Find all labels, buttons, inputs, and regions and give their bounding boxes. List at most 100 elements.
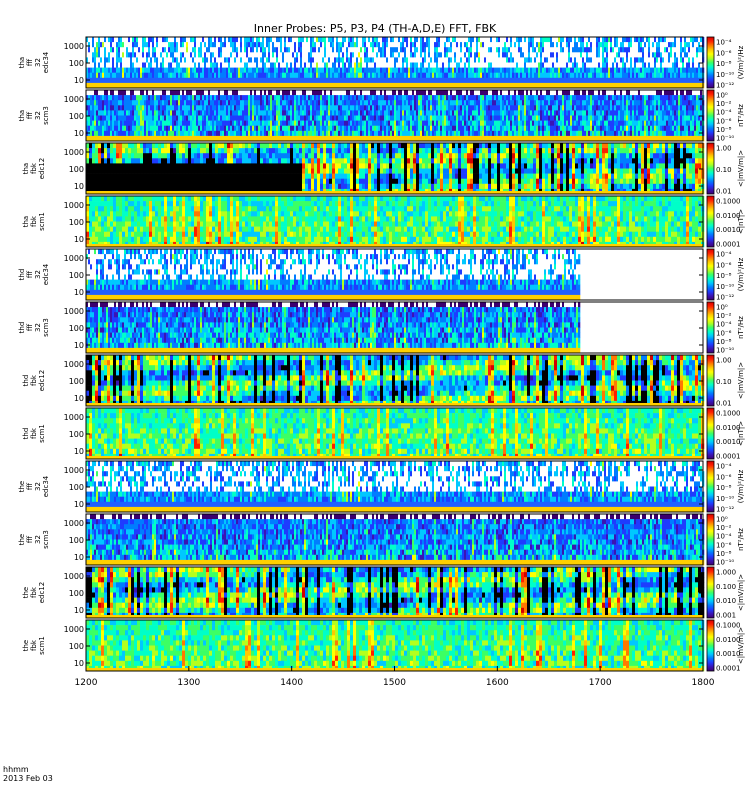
spectrogram-cell (234, 95, 236, 100)
spectrogram-cell (238, 116, 240, 121)
spectrogram-cell (258, 78, 260, 83)
spectrogram-cell (324, 42, 326, 47)
spectrogram-cell (368, 63, 370, 68)
spectrogram-cell (314, 42, 316, 47)
spectrogram-cell (104, 78, 106, 83)
spectrogram-cell (232, 63, 234, 68)
spectrogram-cell (372, 78, 374, 83)
spectrogram-cell (430, 105, 432, 110)
spectrogram-cell (220, 63, 222, 68)
spectrogram-cell (92, 116, 94, 121)
spectrogram-cell (250, 42, 252, 47)
spectrogram-cell (294, 42, 296, 47)
spectrogram-cell (552, 52, 554, 57)
spectrogram-cell (258, 52, 260, 57)
spectrogram-cell (384, 116, 386, 121)
spectrogram-cell (294, 57, 296, 62)
spectrogram-cell (234, 121, 236, 126)
spectrogram-cell (594, 37, 596, 42)
panel-label: 32 (34, 58, 42, 67)
spectrogram-cell (364, 95, 366, 100)
spectrogram-cell (128, 121, 130, 126)
spectrogram-cell (698, 52, 700, 57)
spectrogram-cell (302, 95, 304, 100)
spectrogram-cell (276, 110, 278, 115)
spectrogram-cell (220, 95, 222, 100)
spectrogram-cell (616, 73, 618, 78)
spectrogram-cell (374, 110, 376, 115)
spectrogram-cell (92, 126, 94, 131)
spectrogram-cell (658, 57, 660, 62)
spectrogram-cell (190, 68, 192, 73)
spectrogram-cell (390, 90, 392, 95)
spectrogram-cell (148, 73, 150, 78)
spectrogram-cell (180, 47, 182, 52)
spectrogram-cell (374, 63, 376, 68)
spectrogram-cell (270, 126, 272, 131)
spectrogram-cell (188, 52, 190, 57)
spectrogram-cell (350, 42, 352, 47)
spectrogram-cell (572, 42, 574, 47)
spectrogram-cell (124, 78, 126, 83)
spectrogram-cell (298, 110, 300, 115)
spectrogram-cell (98, 42, 100, 47)
spectrogram-cell (130, 52, 132, 57)
spectrogram-cell (698, 37, 700, 42)
spectrogram-cell (324, 78, 326, 83)
spectrogram-cell (434, 105, 436, 110)
spectrogram-cell (636, 37, 638, 42)
spectrogram-cell (596, 47, 598, 52)
spectrogram-cell (184, 126, 186, 131)
spectrogram-cell (248, 126, 250, 131)
spectrogram-cell (556, 68, 558, 73)
spectrogram-cell (330, 116, 332, 121)
spectrogram-cell (180, 52, 182, 57)
spectrogram-cell (212, 100, 214, 105)
spectrogram-cell (164, 105, 166, 110)
spectrogram-cell (328, 47, 330, 52)
spectrogram-cell (214, 68, 216, 73)
spectrogram-cell (344, 42, 346, 47)
spectrogram-cell (384, 68, 386, 73)
spectrogram-cell (534, 52, 536, 57)
spectrogram-cell (154, 95, 156, 100)
spectrogram-cell (124, 116, 126, 121)
spectrogram-cell (556, 73, 558, 78)
spectrogram-cell (356, 121, 358, 126)
spectrogram-cell (414, 47, 416, 52)
spectrogram-cell (418, 42, 420, 47)
spectrogram-cell (164, 57, 166, 62)
spectrogram-cell (284, 131, 286, 136)
spectrogram-cell (100, 90, 102, 95)
spectrogram-cell (398, 121, 400, 126)
spectrogram-cell (688, 73, 690, 78)
spectrogram-cell (90, 110, 92, 115)
spectrogram-cell (234, 47, 236, 52)
spectrogram-cell (430, 121, 432, 126)
spectrogram-cell (294, 131, 296, 136)
spectrogram-cell (106, 78, 108, 83)
spectrogram-cell (442, 90, 444, 95)
spectrogram-cell (368, 68, 370, 73)
spectrogram-cell (590, 73, 592, 78)
spectrogram-cell (368, 73, 370, 78)
spectrogram-cell (332, 42, 334, 47)
spectrogram-cell (208, 73, 210, 78)
spectrogram-cell (400, 90, 402, 95)
spectrogram-cell (434, 42, 436, 47)
spectrogram-cell (582, 42, 584, 47)
spectrogram-cell (342, 52, 344, 57)
spectrogram-cell (292, 105, 294, 110)
spectrogram-cell (320, 68, 322, 73)
spectrogram-cell (640, 68, 642, 73)
spectrogram-cell (116, 57, 118, 62)
spectrogram-cell (458, 37, 460, 42)
spectrogram-cell (234, 126, 236, 131)
spectrogram-cell (104, 110, 106, 115)
spectrogram-cell (288, 68, 290, 73)
spectrogram-cell (254, 121, 256, 126)
spectrogram-cell (94, 116, 96, 121)
spectrogram-cell (318, 52, 320, 57)
spectrogram-cell (462, 52, 464, 57)
spectrogram-cell (396, 52, 398, 57)
